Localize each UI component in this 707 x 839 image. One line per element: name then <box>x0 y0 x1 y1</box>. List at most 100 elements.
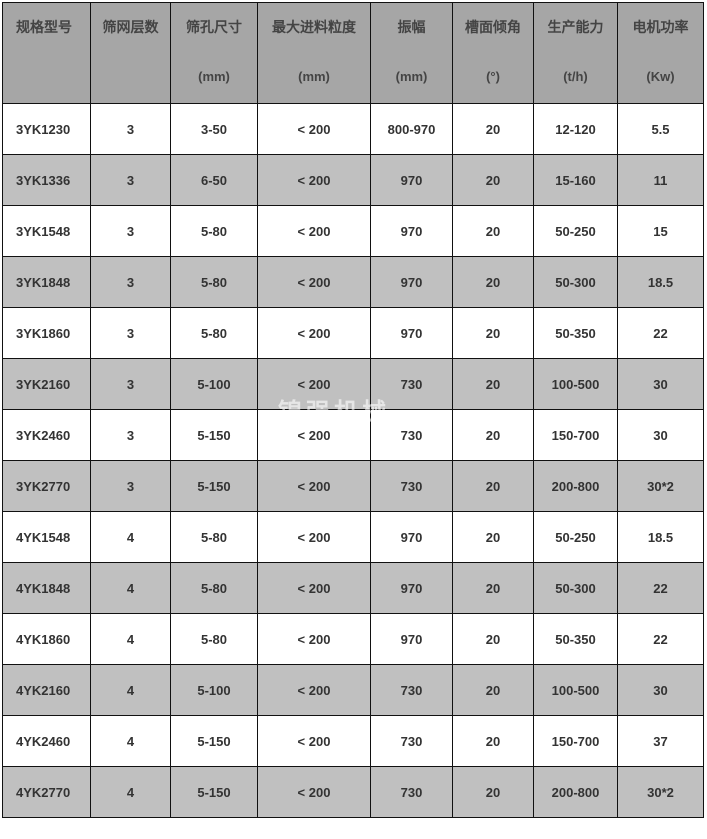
table-cell: 4 <box>90 715 171 767</box>
table-cell: 5-150 <box>170 460 258 512</box>
table-cell: 970 <box>370 613 453 665</box>
table-cell: 20 <box>452 511 534 563</box>
table-cell: 970 <box>370 511 453 563</box>
table-cell: 3 <box>90 358 171 410</box>
header-label: 槽面倾角 <box>465 19 521 35</box>
table-cell: < 200 <box>257 358 371 410</box>
table-cell: 4YK1548 <box>2 511 91 563</box>
table-cell: 4YK2160 <box>2 664 91 716</box>
table-cell: 20 <box>452 664 534 716</box>
table-cell: 15 <box>617 205 704 257</box>
table-row: 3YK2770 3 5-150 < 200 730 20 200-800 30*2 <box>2 460 704 512</box>
table-row: 4YK1548 4 5-80 < 200 970 20 50-250 18.5 <box>2 511 704 563</box>
table-cell: 970 <box>370 307 453 359</box>
table-cell: 3YK2460 <box>2 409 91 461</box>
table-cell: 5-150 <box>170 409 258 461</box>
table-cell: 50-300 <box>533 562 618 614</box>
table-cell: 3YK1860 <box>2 307 91 359</box>
table-cell: 50-250 <box>533 205 618 257</box>
table-cell: 5-80 <box>170 613 258 665</box>
table-cell: 20 <box>452 103 534 155</box>
column-header: 筛孔尺寸 (mm) <box>170 2 258 104</box>
table-row: 3YK2160 3 5-100 < 200 730 20 100-500 30 <box>2 358 704 410</box>
table-cell: 18.5 <box>617 256 704 308</box>
table-cell: 4YK2770 <box>2 766 91 818</box>
table-cell: 730 <box>370 460 453 512</box>
table-cell: 12-120 <box>533 103 618 155</box>
table-cell: < 200 <box>257 562 371 614</box>
header-label: 筛网层数 <box>102 19 159 35</box>
header-unit: (mm) <box>198 69 230 84</box>
column-header: 规格型号 <box>2 2 91 104</box>
table-cell: 20 <box>452 715 534 767</box>
column-header: 电机功率 (Kw) <box>617 2 704 104</box>
table-cell: 3 <box>90 307 171 359</box>
header-label: 电机功率 <box>632 19 689 35</box>
table-cell: 4YK1848 <box>2 562 91 614</box>
table-cell: < 200 <box>257 715 371 767</box>
table-cell: 3 <box>90 205 171 257</box>
table-cell: < 200 <box>257 664 371 716</box>
table-cell: 50-350 <box>533 307 618 359</box>
table-cell: 50-350 <box>533 613 618 665</box>
table-cell: 11 <box>617 154 704 206</box>
table-cell: 200-800 <box>533 766 618 818</box>
header-label: 规格型号 <box>16 19 72 35</box>
header-unit: (Kw) <box>646 69 675 84</box>
table-cell: 100-500 <box>533 358 618 410</box>
table-cell: 3YK1548 <box>2 205 91 257</box>
table-cell: 6-50 <box>170 154 258 206</box>
table-row: 4YK1848 4 5-80 < 200 970 20 50-300 22 <box>2 562 704 614</box>
table-cell: 20 <box>452 562 534 614</box>
table-cell: 4 <box>90 613 171 665</box>
header-label: 筛孔尺寸 <box>186 19 242 35</box>
table-cell: 30 <box>617 358 704 410</box>
table-cell: 4 <box>90 562 171 614</box>
table-cell: 5-100 <box>170 358 258 410</box>
table-row: 3YK1230 3 3-50 < 200 800-970 20 12-120 5.5 <box>2 103 704 155</box>
table-cell: 3YK1230 <box>2 103 91 155</box>
table-cell: 20 <box>452 613 534 665</box>
table-cell: 3 <box>90 409 171 461</box>
column-header: 最大进料粒度 (mm) <box>257 2 371 104</box>
table-cell: < 200 <box>257 409 371 461</box>
table-cell: 970 <box>370 205 453 257</box>
table-cell: 4 <box>90 664 171 716</box>
table-cell: 5-150 <box>170 715 258 767</box>
table-cell: 730 <box>370 409 453 461</box>
table-cell: 4 <box>90 766 171 818</box>
table-cell: 20 <box>452 766 534 818</box>
table-cell: 20 <box>452 205 534 257</box>
table-cell: 5-150 <box>170 766 258 818</box>
header-label: 振幅 <box>397 19 426 35</box>
table-cell: 3YK1336 <box>2 154 91 206</box>
table-cell: < 200 <box>257 307 371 359</box>
table-cell: 150-700 <box>533 715 618 767</box>
table-cell: 37 <box>617 715 704 767</box>
spec-table: 规格型号 筛网层数 筛孔尺寸 (mm) 最大进料粒度 (mm) 振幅 (mm) 槽面倾角 (°) 生… <box>2 2 704 818</box>
table-cell: 100-500 <box>533 664 618 716</box>
table-cell: 5-80 <box>170 256 258 308</box>
table-cell: 4YK2460 <box>2 715 91 767</box>
table-cell: 30*2 <box>617 460 704 512</box>
table-cell: 50-250 <box>533 511 618 563</box>
table-cell: < 200 <box>257 256 371 308</box>
table-cell: 5-100 <box>170 664 258 716</box>
table-cell: 22 <box>617 562 704 614</box>
table-cell: 30*2 <box>617 766 704 818</box>
table-cell: 3YK2160 <box>2 358 91 410</box>
table-cell: 50-300 <box>533 256 618 308</box>
header-label: 最大进料粒度 <box>272 19 356 35</box>
table-cell: 3YK2770 <box>2 460 91 512</box>
table-cell: 20 <box>452 460 534 512</box>
header-unit: (mm) <box>298 69 330 84</box>
header-unit: (t/h) <box>563 69 588 84</box>
table-row: 4YK2160 4 5-100 < 200 730 20 100-500 30 <box>2 664 704 716</box>
table-row: 3YK1336 3 6-50 < 200 970 20 15-160 11 <box>2 154 704 206</box>
column-header: 筛网层数 <box>90 2 171 104</box>
header-label: 生产能力 <box>547 19 604 35</box>
table-cell: < 200 <box>257 154 371 206</box>
table-cell: 4 <box>90 511 171 563</box>
table-cell: 150-700 <box>533 409 618 461</box>
table-row: 3YK1860 3 5-80 < 200 970 20 50-350 22 <box>2 307 704 359</box>
